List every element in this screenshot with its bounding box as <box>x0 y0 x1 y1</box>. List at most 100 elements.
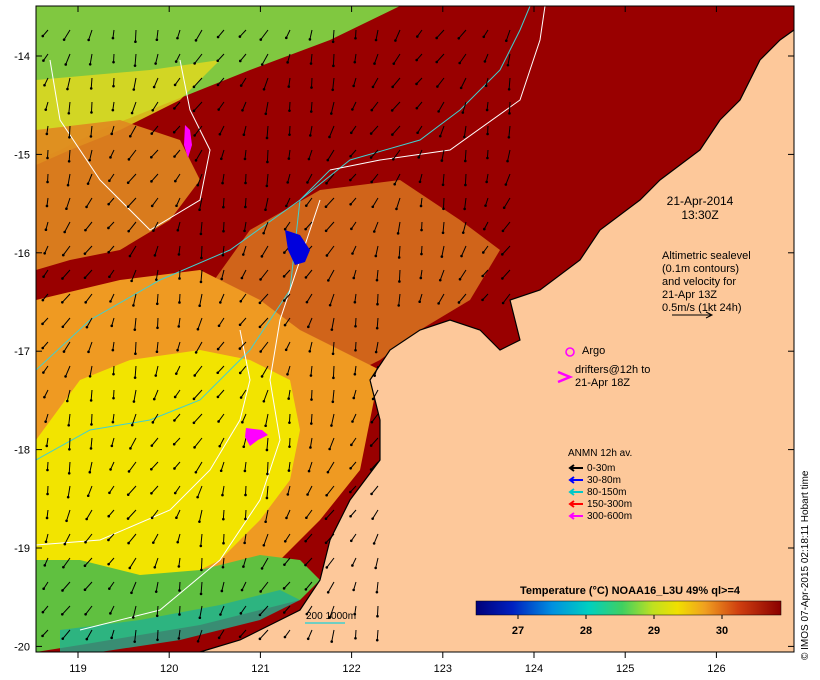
velocity-arrow <box>352 413 357 422</box>
velocity-arrow <box>152 101 159 111</box>
velocity-arrow-head <box>216 83 220 87</box>
velocity-arrow-head <box>199 592 203 596</box>
velocity-arrow <box>68 413 71 426</box>
velocity-arrow-head <box>150 492 153 495</box>
velocity-arrow-head <box>351 108 354 111</box>
velocity-arrow <box>266 173 269 186</box>
velocity-arrow-head <box>260 375 264 378</box>
velocity-arrow <box>244 197 247 207</box>
velocity-arrow <box>193 77 203 88</box>
velocity-arrow <box>217 389 225 398</box>
velocity-arrow-head <box>326 591 330 594</box>
velocity-arrow-head <box>66 183 70 187</box>
velocity-arrow-head <box>282 587 286 590</box>
velocity-arrow <box>65 53 71 65</box>
velocity-arrow <box>441 149 445 161</box>
velocity-arrow <box>66 509 71 521</box>
velocity-arrow <box>62 581 71 591</box>
velocity-arrow-head <box>130 111 134 115</box>
velocity-arrow-head <box>45 204 49 208</box>
velocity-arrow-head <box>352 276 356 280</box>
velocity-arrow-head <box>107 250 110 254</box>
velocity-arrow-head <box>132 304 135 307</box>
velocity-arrow-head <box>325 566 329 569</box>
velocity-arrow <box>283 581 291 589</box>
velocity-arrow-head <box>62 350 66 353</box>
velocity-arrow <box>112 29 115 39</box>
velocity-arrow-head <box>264 208 267 212</box>
velocity-arrow-head <box>150 467 153 471</box>
velocity-arrow <box>86 629 93 640</box>
velocity-arrow <box>85 221 93 231</box>
velocity-arrow-head <box>177 325 181 328</box>
velocity-arrow <box>198 509 203 522</box>
velocity-arrow <box>43 389 49 398</box>
velocity-arrow <box>174 461 181 469</box>
isobath-200m <box>36 169 331 461</box>
velocity-arrow-head <box>260 63 264 66</box>
velocity-arrow-head <box>42 587 45 591</box>
velocity-arrow-head <box>84 301 88 304</box>
velocity-arrow <box>108 509 115 517</box>
velocity-arrow <box>62 317 71 328</box>
velocity-arrow-head <box>507 88 511 91</box>
velocity-arrow <box>305 509 313 519</box>
velocity-arrow-head <box>192 421 196 425</box>
credit-text: © IMOS 07-Apr-2015 02:18:11 Hobart time <box>800 470 811 661</box>
velocity-arrow <box>89 365 93 377</box>
altimetry-note-line3: and velocity for <box>662 276 736 288</box>
velocity-arrow <box>67 173 71 186</box>
velocity-arrow-head <box>304 563 307 567</box>
lon-tick-label: 123 <box>434 663 452 675</box>
velocity-arrow <box>174 485 181 494</box>
velocity-arrow-head <box>64 63 68 66</box>
velocity-arrow <box>127 197 137 207</box>
velocity-arrow <box>376 317 379 329</box>
velocity-arrow-head <box>266 160 269 164</box>
velocity-arrow <box>217 53 225 62</box>
velocity-arrow <box>152 533 159 543</box>
velocity-arrow-head <box>156 326 159 330</box>
velocity-arrow-head <box>264 424 267 428</box>
velocity-arrow <box>391 101 401 111</box>
velocity-arrow <box>217 341 225 350</box>
velocity-arrow <box>127 173 137 184</box>
velocity-arrow <box>68 125 71 138</box>
velocity-arrow-head <box>43 395 46 399</box>
velocity-arrow-head <box>218 132 222 136</box>
velocity-arrow-head <box>111 420 115 424</box>
velocity-arrow <box>44 77 49 86</box>
velocity-arrow <box>372 77 379 88</box>
velocity-arrow <box>508 125 511 138</box>
velocity-arrow-head <box>391 85 394 89</box>
velocity-arrow-head <box>239 396 243 399</box>
velocity-arrow <box>134 53 137 66</box>
velocity-arrow-head <box>504 39 508 43</box>
velocity-arrow <box>375 341 379 353</box>
velocity-arrow <box>353 77 357 87</box>
velocity-arrow-head <box>396 232 400 235</box>
velocity-arrow <box>112 101 115 111</box>
velocity-arrow-head <box>241 108 244 112</box>
velocity-arrow-head <box>240 588 244 592</box>
velocity-arrow-head <box>483 227 486 231</box>
velocity-arrow-head <box>375 278 379 282</box>
velocity-arrow-head <box>501 253 504 256</box>
velocity-arrow-head <box>216 371 220 375</box>
velocity-arrow <box>110 149 115 158</box>
velocity-arrow-head <box>198 304 201 308</box>
velocity-arrow <box>67 485 71 498</box>
velocity-arrow-head <box>107 202 110 206</box>
velocity-arrow <box>288 413 291 423</box>
velocity-arrow-head <box>486 132 489 136</box>
velocity-arrow-head <box>310 86 313 89</box>
velocity-arrow <box>330 101 335 114</box>
velocity-arrow-head <box>395 207 398 211</box>
velocity-arrow-head <box>199 232 203 236</box>
velocity-arrow-head <box>324 541 328 545</box>
velocity-arrow <box>259 605 269 616</box>
velocity-arrow-head <box>265 136 269 140</box>
velocity-arrow-head <box>110 324 114 328</box>
velocity-arrow-head <box>309 446 312 449</box>
velocity-arrow-head <box>133 376 137 379</box>
